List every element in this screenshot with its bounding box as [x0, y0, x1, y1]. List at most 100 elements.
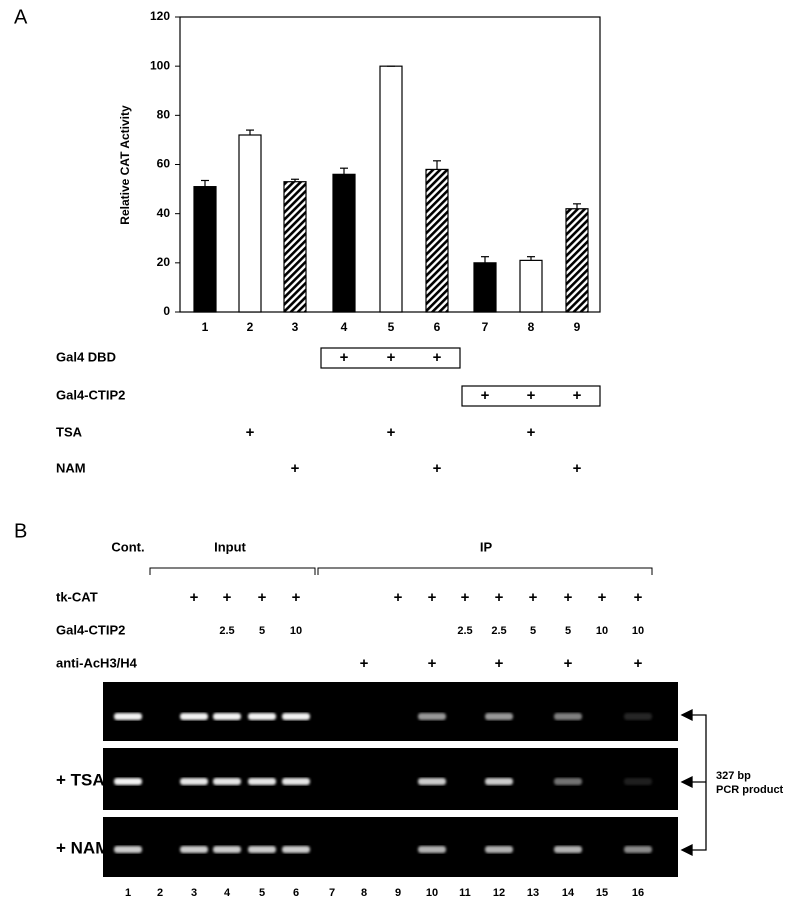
- x-tick-label: 5: [388, 320, 395, 334]
- condition-box: [461, 385, 601, 407]
- annotation: 327 bp: [716, 770, 751, 782]
- x-tick-label: 6: [434, 320, 441, 334]
- error-bar: [246, 129, 254, 135]
- gel-band: [485, 846, 513, 853]
- lane-number: 8: [361, 887, 367, 899]
- header: Input: [214, 539, 246, 554]
- bar: [332, 173, 356, 313]
- gel-band: [624, 713, 652, 720]
- condition-mark: +: [387, 349, 396, 366]
- condition-mark: +: [291, 460, 300, 477]
- condition-mark: +: [527, 387, 536, 404]
- lane-number: 1: [125, 887, 131, 899]
- gel-band: [248, 713, 276, 720]
- gel-band: [282, 846, 310, 853]
- gel-band: [213, 778, 241, 785]
- lane-number: 11: [459, 887, 471, 899]
- bar: [425, 168, 449, 313]
- panel-label: A: [14, 6, 28, 28]
- gel-band: [418, 713, 446, 720]
- bar: [238, 134, 262, 313]
- row-mark: +: [258, 589, 267, 606]
- gel-band: [114, 778, 142, 785]
- condition-mark: +: [573, 460, 582, 477]
- x-tick-label: 8: [528, 320, 535, 334]
- condition-mark: +: [481, 387, 490, 404]
- x-tick-label: 4: [341, 320, 348, 334]
- gel-band: [485, 778, 513, 785]
- condition-label: NAM: [56, 460, 86, 475]
- gel-panel: [103, 682, 678, 741]
- gel-band: [114, 713, 142, 720]
- row-mark: 5: [259, 625, 265, 637]
- lane-number: 15: [596, 887, 608, 899]
- row-mark: +: [428, 655, 437, 672]
- row-mark: +: [394, 589, 403, 606]
- header-bracket: [317, 567, 653, 575]
- y-axis-label: Relative CAT Activity: [118, 105, 132, 225]
- panel-label: B: [14, 520, 27, 542]
- gel-band: [554, 713, 582, 720]
- bar: [193, 186, 217, 313]
- row-mark: 2.5: [457, 625, 472, 637]
- row-mark: +: [428, 589, 437, 606]
- lane-number: 3: [191, 887, 197, 899]
- y-tick-label: 60: [157, 157, 171, 171]
- gel-band: [554, 778, 582, 785]
- row-mark: 5: [565, 625, 571, 637]
- header: Cont.: [111, 539, 144, 554]
- error-bar: [433, 160, 441, 170]
- x-tick-label: 9: [574, 320, 581, 334]
- gel-band: [418, 846, 446, 853]
- condition-label: Gal4-CTIP2: [56, 387, 125, 402]
- row-mark: +: [634, 589, 643, 606]
- condition-mark: +: [573, 387, 582, 404]
- lane-number: 16: [632, 887, 644, 899]
- y-tick-label: 20: [157, 255, 171, 269]
- y-tick-label: 80: [157, 108, 171, 122]
- x-tick-label: 7: [482, 320, 489, 334]
- row-mark: +: [461, 589, 470, 606]
- gel: [103, 682, 678, 877]
- row-label: Gal4-CTIP2: [56, 622, 125, 637]
- row-mark: +: [529, 589, 538, 606]
- error-bar: [201, 179, 209, 187]
- gel-band: [180, 713, 208, 720]
- row-mark: +: [190, 589, 199, 606]
- gel-band: [624, 846, 652, 853]
- gel-label: + TSA: [56, 770, 105, 789]
- gel-band: [114, 846, 142, 853]
- lane-number: 4: [224, 887, 231, 899]
- condition-label: TSA: [56, 424, 83, 439]
- gel-band: [282, 778, 310, 785]
- row-mark: 2.5: [219, 625, 234, 637]
- condition-mark: +: [433, 349, 442, 366]
- row-label: tk-CAT: [56, 589, 98, 604]
- y-tick-label: 120: [150, 9, 170, 23]
- row-mark: 5: [530, 625, 536, 637]
- row-mark: +: [292, 589, 301, 606]
- bracket-arrows: [680, 708, 707, 857]
- condition-mark: +: [387, 424, 396, 441]
- gel-band: [624, 778, 652, 785]
- gel-band: [180, 778, 208, 785]
- condition-mark: +: [527, 424, 536, 441]
- row-label: anti-AcH3/H4: [56, 655, 138, 670]
- error-bar: [573, 203, 581, 209]
- bar: [473, 262, 497, 313]
- lane-number: 14: [562, 887, 575, 899]
- condition-box: [320, 347, 461, 369]
- row-mark: +: [634, 655, 643, 672]
- x-tick-label: 1: [202, 320, 209, 334]
- row-mark: 2.5: [491, 625, 506, 637]
- lane-number: 10: [426, 887, 438, 899]
- condition-mark: +: [433, 460, 442, 477]
- row-mark: +: [564, 655, 573, 672]
- row-mark: +: [495, 589, 504, 606]
- lane-number: 7: [329, 887, 335, 899]
- row-mark: 10: [596, 625, 608, 637]
- row-mark: +: [598, 589, 607, 606]
- x-tick-label: 2: [247, 320, 254, 334]
- y-tick-label: 0: [163, 304, 170, 318]
